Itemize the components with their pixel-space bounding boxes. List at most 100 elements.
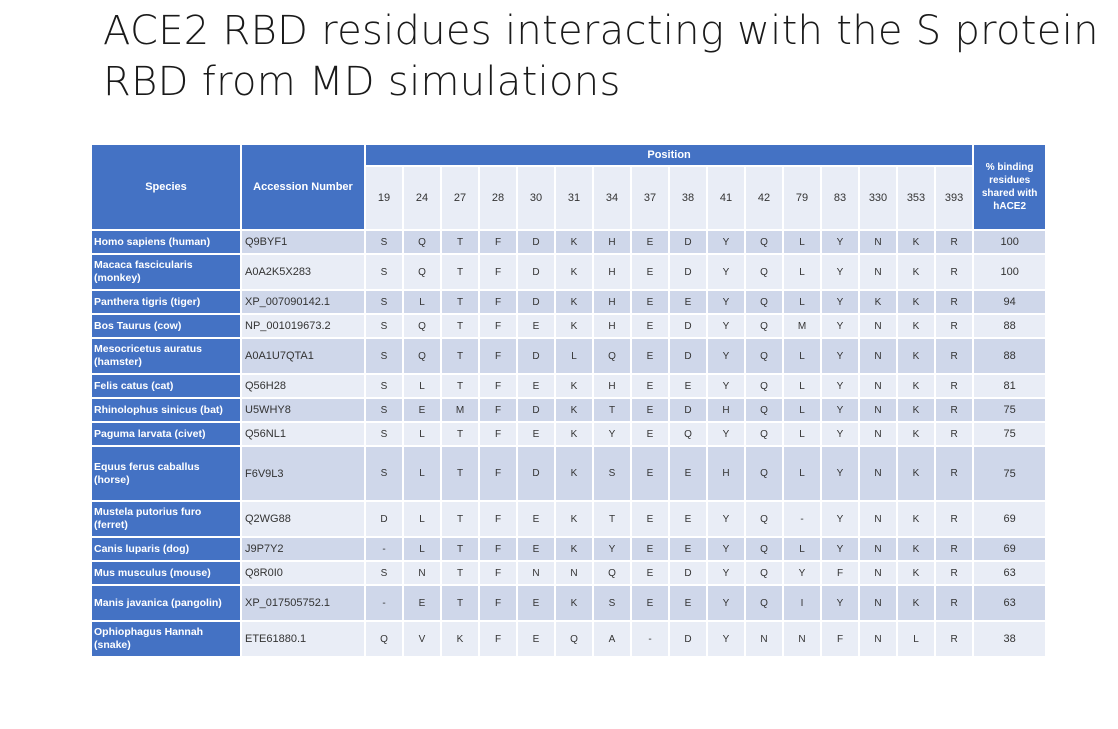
accession-cell: F6V9L3 [242, 447, 366, 502]
residue-cell: Q [746, 339, 784, 375]
position-header: Position [366, 145, 975, 167]
table-row: Macaca fascicularis (monkey) A0A2K5X283 S Q… [92, 255, 1048, 291]
residue-cell: Y [822, 423, 860, 447]
residue-cell: E [670, 447, 708, 502]
residue-cell: Y [784, 562, 822, 586]
residue-cell: R [936, 562, 975, 586]
residue-cell: K [556, 502, 594, 538]
residue-cell: E [670, 375, 708, 399]
residue-cell: K [898, 231, 936, 255]
residue-cell: L [898, 622, 936, 658]
residue-cell: N [860, 538, 898, 562]
residue-cell: S [366, 562, 404, 586]
residue-cell: F [480, 502, 518, 538]
residue-cell: E [632, 447, 670, 502]
residue-cell: E [632, 423, 670, 447]
residue-cell: H [594, 231, 632, 255]
residue-table: Species Accession Number Position % bind… [92, 145, 1048, 658]
residue-cell: T [442, 315, 480, 339]
residue-cell: D [670, 231, 708, 255]
accession-cell: A0A1U7QTA1 [242, 339, 366, 375]
residue-cell: E [632, 255, 670, 291]
shared-header: % binding residues shared with hACE2 [974, 145, 1048, 231]
table-row: Canis luparis (dog) J9P7Y2- L T F E K Y E E Y Q L Y N K… [92, 538, 1048, 562]
position-cell: 83 [822, 167, 860, 231]
residue-cell: Y [708, 538, 746, 562]
residue-cell: Q [746, 586, 784, 622]
residue-cell: F [480, 622, 518, 658]
accession-cell: Q8R0I0 [242, 562, 366, 586]
residue-cell: D [518, 291, 556, 315]
residue-cell: N [860, 339, 898, 375]
residue-cell: K [898, 315, 936, 339]
residue-cell: F [480, 447, 518, 502]
residue-cell: R [936, 231, 975, 255]
residue-cell: - [784, 502, 822, 538]
position-cell: 393 [936, 167, 975, 231]
residue-cell: E [518, 586, 556, 622]
residue-cell: E [632, 339, 670, 375]
residue-cell: Y [822, 291, 860, 315]
residue-cell: S [594, 586, 632, 622]
position-number-row: 19 24 27 28 30 31 34 37 38 41 42 79 83 330 353 393 [92, 167, 1047, 231]
residue-cell: Y [822, 315, 860, 339]
residue-cell: R [936, 502, 975, 538]
residue-cell: K [556, 538, 594, 562]
residue-cell: T [442, 423, 480, 447]
residue-cell: E [632, 562, 670, 586]
residue-cell: Q [404, 339, 442, 375]
residue-cell: Q [746, 375, 784, 399]
residue-cell: L [784, 447, 822, 502]
residue-cell: T [442, 502, 480, 538]
residue-cell: L [784, 399, 822, 423]
shared-percent-cell: 69 [974, 538, 1048, 562]
residue-cell: Y [594, 423, 632, 447]
residue-cell: Q [746, 399, 784, 423]
residue-cell: Q [746, 423, 784, 447]
residue-cell: R [936, 399, 975, 423]
residue-cell: Y [708, 291, 746, 315]
residue-cell: K [898, 339, 936, 375]
residue-cell: F [480, 562, 518, 586]
residue-cell: Y [822, 586, 860, 622]
residue-cell: Y [822, 502, 860, 538]
residue-cell: Y [708, 315, 746, 339]
residue-cell: R [936, 255, 975, 291]
shared-percent-cell: 88 [974, 315, 1048, 339]
table-row: Homo sapiens (human) Q9BYF1 S Q T F D K H E D Y Q L Y N… [92, 231, 1048, 255]
residue-cell: E [518, 622, 556, 658]
position-cell: 28 [480, 167, 518, 231]
residue-cell: D [670, 315, 708, 339]
residue-cell: D [518, 255, 556, 291]
residue-cell: L [784, 255, 822, 291]
residue-cell: Y [708, 502, 746, 538]
residue-cell: L [784, 423, 822, 447]
residue-cell: Y [708, 586, 746, 622]
residue-cell: E [518, 423, 556, 447]
residue-cell: S [366, 291, 404, 315]
residue-cell: K [898, 586, 936, 622]
accession-cell: XP_017505752.1 [242, 586, 366, 622]
species-cell: Equus ferus caballus (horse) [92, 447, 242, 502]
position-cell: 34 [594, 167, 632, 231]
residue-cell: K [556, 315, 594, 339]
residue-cell: F [480, 255, 518, 291]
residue-cell: K [898, 447, 936, 502]
position-cell: 42 [746, 167, 784, 231]
residue-cell: H [594, 315, 632, 339]
residue-cell: H [594, 375, 632, 399]
residue-cell: L [556, 339, 594, 375]
residue-cell: N [860, 562, 898, 586]
residue-cell: E [632, 315, 670, 339]
accession-cell: A0A2K5X283 [242, 255, 366, 291]
residue-cell: K [556, 375, 594, 399]
residue-cell: N [860, 622, 898, 658]
species-cell: Rhinolophus sinicus (bat) [92, 399, 242, 423]
position-cell: 79 [784, 167, 822, 231]
residue-cell: F [480, 339, 518, 375]
residue-cell: Y [708, 375, 746, 399]
residue-cell: S [366, 399, 404, 423]
residue-cell: S [366, 375, 404, 399]
table-row: Mesocricetus auratus (hamster) A0A1U7QTA1… [92, 339, 1048, 375]
residue-cell: T [594, 502, 632, 538]
